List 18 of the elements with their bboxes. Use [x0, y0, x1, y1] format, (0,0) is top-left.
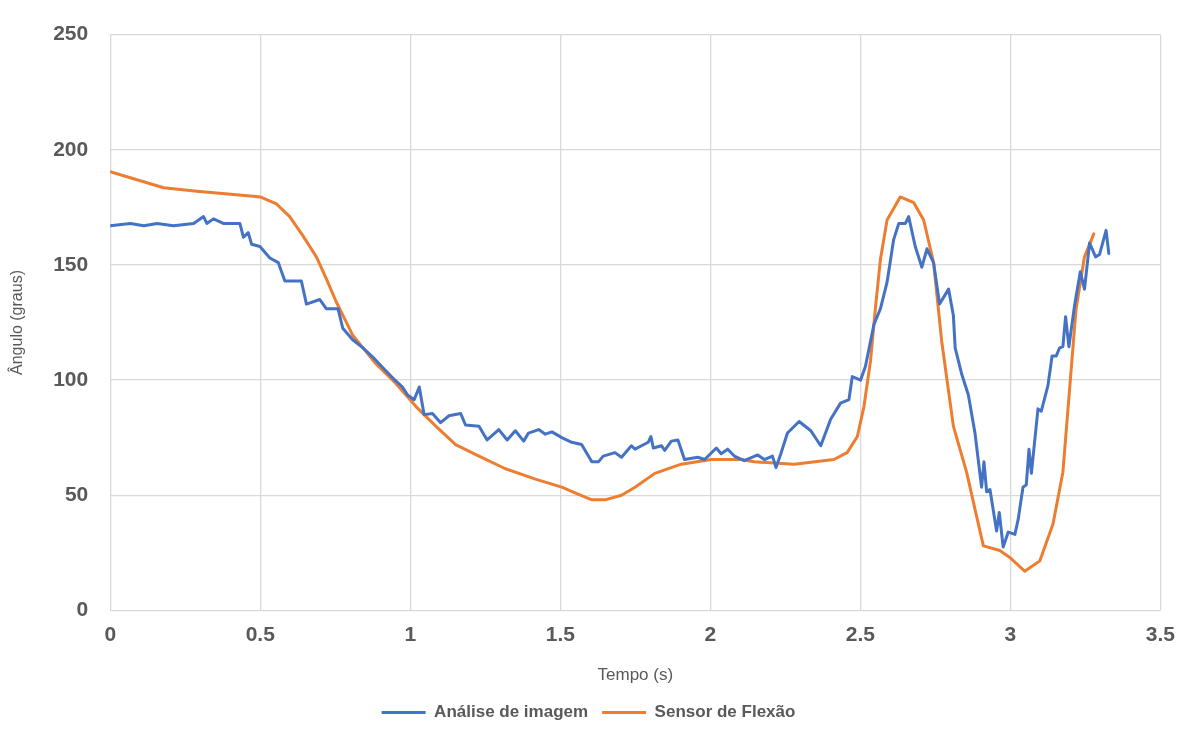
- x-tick-label: 3: [1004, 621, 1017, 645]
- y-tick-label: 50: [64, 482, 89, 506]
- legend-label: Análise de imagem: [434, 702, 589, 722]
- x-tick-label: 3.5: [1145, 621, 1176, 645]
- x-tick-label: 1: [404, 621, 417, 645]
- y-tick-label: 150: [53, 251, 89, 275]
- y-tick-label: 0: [76, 597, 89, 621]
- x-tick-label: 2: [704, 621, 717, 645]
- x-tick-label: 2.5: [845, 621, 876, 645]
- x-tick-label: 1.5: [545, 621, 576, 645]
- y-tick-label: 100: [53, 366, 89, 390]
- x-tick-label: 0: [104, 621, 117, 645]
- x-axis-title: Tempo (s): [597, 665, 674, 685]
- y-axis-title: Ângulo (graus): [7, 270, 26, 375]
- legend-label: Sensor de Flexão: [654, 702, 796, 722]
- x-tick-label: 0.5: [245, 621, 276, 645]
- y-tick-label: 250: [53, 21, 89, 45]
- y-tick-label: 200: [53, 136, 89, 160]
